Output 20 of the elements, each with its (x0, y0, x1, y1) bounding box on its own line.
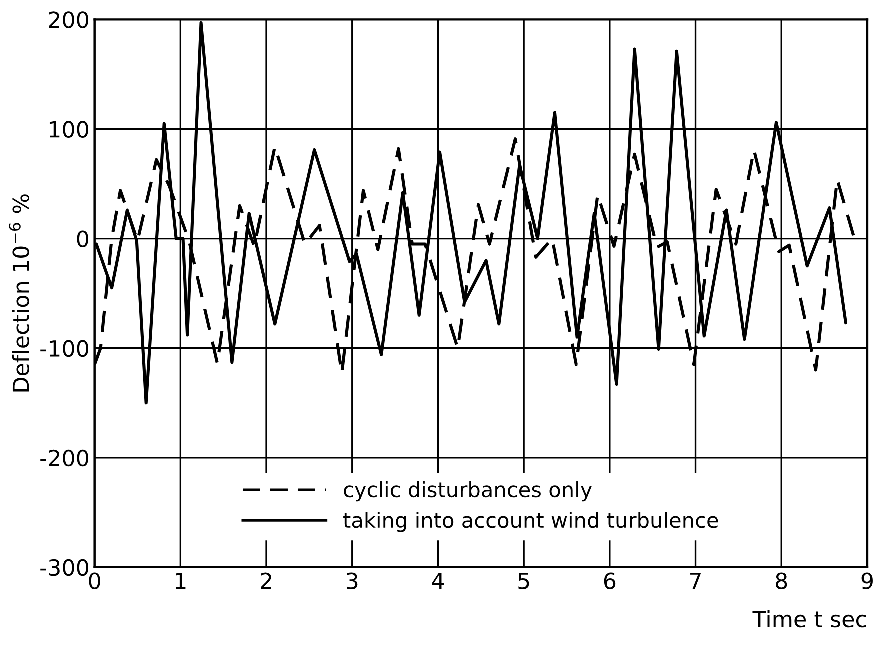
y-tick-label: 100 (50, 121, 88, 138)
x-axis-title: Time t sec (752, 610, 866, 628)
y-tick-label: 200 (49, 12, 88, 28)
x-tick-label: 1 (176, 572, 186, 590)
x-tick-label: 0 (89, 572, 100, 590)
x-tick-label: 3 (346, 572, 358, 590)
x-tick-label: 5 (518, 572, 530, 590)
x-tick-label: 4 (432, 572, 444, 590)
legend-label: taking into account wind turbulence (344, 512, 718, 532)
legend-label: cyclic disturbances only (344, 482, 592, 502)
y-tick-label: -200 (40, 450, 88, 467)
x-tick-label: 6 (604, 572, 616, 590)
y-tick-label: 0 (77, 230, 88, 248)
y-tick-label: -100 (40, 340, 88, 358)
x-tick-label: 8 (776, 572, 788, 590)
x-tick-label: 9 (862, 572, 873, 590)
y-axis-title: Deflection 10$^{−6}$ % (9, 194, 30, 392)
x-tick-label: 2 (261, 572, 272, 590)
y-tick-label: -300 (40, 559, 88, 576)
x-tick-label: 7 (690, 572, 701, 590)
